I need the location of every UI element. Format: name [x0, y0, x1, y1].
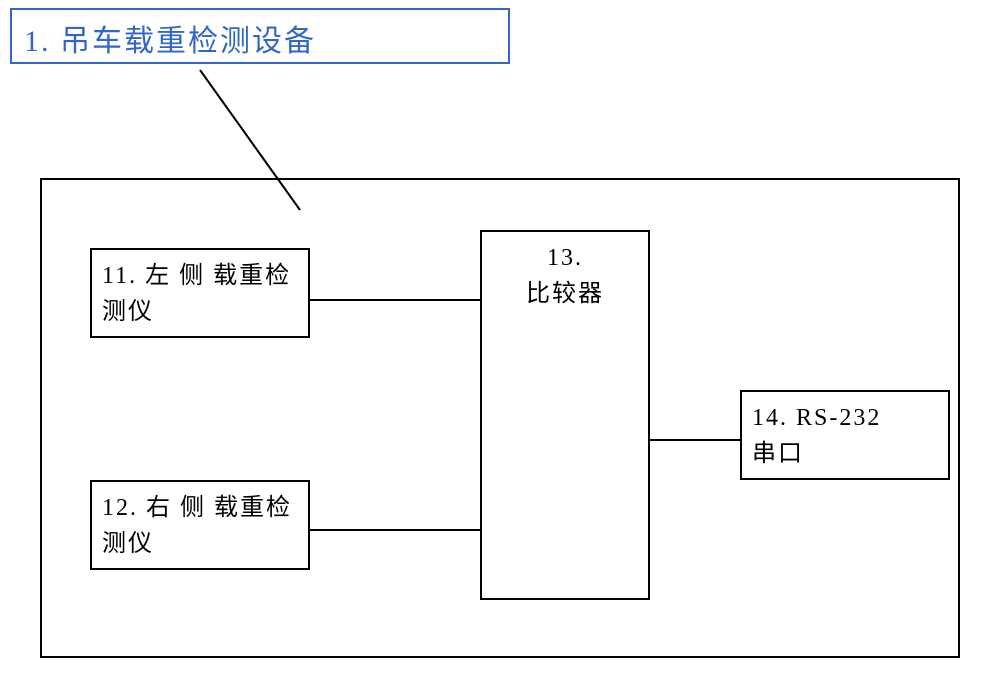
- node-number: 12.: [102, 495, 138, 521]
- node-rs232-port: 14. RS-232 串口: [740, 390, 950, 480]
- node-comparator: 13. 比较器: [480, 230, 650, 600]
- node-number: 11.: [102, 263, 137, 289]
- node-line2: 串口: [752, 436, 938, 472]
- node-left-load-detector: 11. 左 侧 载重检测仪: [90, 248, 310, 338]
- diagram-title: 1. 吊车载重检测设备: [10, 8, 510, 64]
- node-label: 比较器: [492, 276, 638, 312]
- node-line1: 14. RS-232: [752, 400, 938, 436]
- node-right-load-detector: 12. 右 侧 载重检测仪: [90, 480, 310, 570]
- node-number: 13.: [492, 240, 638, 276]
